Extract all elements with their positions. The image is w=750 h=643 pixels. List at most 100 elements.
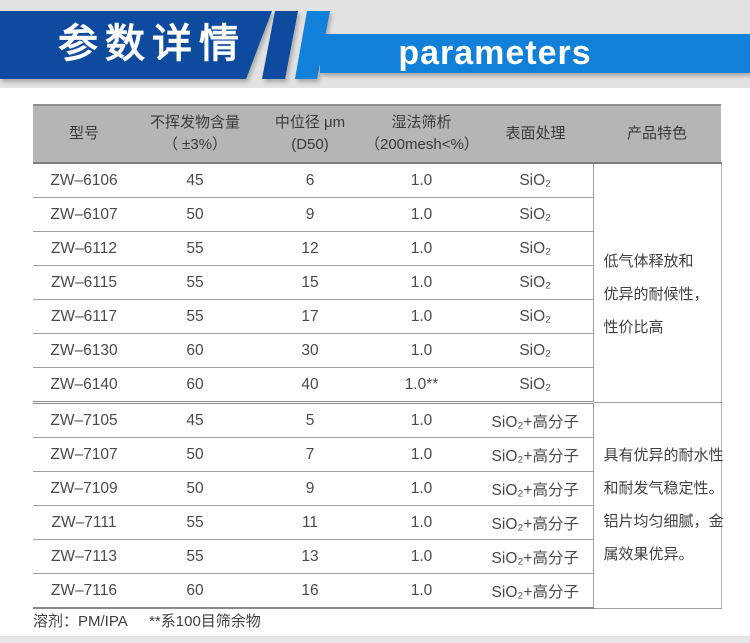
cell-nv: 55 bbox=[135, 265, 255, 300]
feature-line: 性价比高 bbox=[603, 318, 664, 336]
cell-mesh: 1.0 bbox=[365, 197, 478, 232]
table-row: ZW–7113 55 13 1.0 SiO₂+高分子 bbox=[33, 539, 721, 574]
header-banner-group: parameters 参数详情 bbox=[0, 0, 750, 95]
cell-d50: 6 bbox=[255, 163, 365, 198]
table-row: ZW–7109 50 9 1.0 SiO₂+高分子 bbox=[33, 471, 721, 506]
product-feature-cell: 低气体释放和 优异的耐候性， 性价比高 bbox=[592, 163, 722, 403]
cell-nv: 45 bbox=[135, 163, 255, 198]
sieve-residue-note: **系100目筛余物 bbox=[149, 613, 261, 630]
cell-model: ZW–7105 bbox=[33, 402, 135, 438]
feature-line: 低气体释放和 bbox=[603, 252, 694, 270]
cell-mesh: 1.0 bbox=[365, 505, 478, 540]
feature-line: 优异的耐候性， bbox=[603, 285, 709, 303]
cell-d50: 11 bbox=[255, 505, 365, 540]
table-section: ZW–7105 45 5 1.0 SiO₂+高分子 具有优异的耐水性 和耐发气稳定性。 铝片均… bbox=[33, 402, 724, 609]
cell-model: ZW–7109 bbox=[33, 471, 135, 506]
parameters-table-container: 型号 不挥发物含量（ ±3%） 中位径 μm (D50) 湿法筛析 （200mesh<%）… bbox=[33, 104, 724, 609]
cell-mesh: 1.0 bbox=[365, 402, 478, 438]
cell-surface: SiO₂ bbox=[478, 231, 593, 266]
cell-nv: 60 bbox=[135, 367, 255, 404]
cell-d50: 15 bbox=[255, 265, 365, 300]
header-title-en: parameters bbox=[398, 34, 592, 72]
cell-mesh: 1.0 bbox=[365, 539, 478, 574]
cell-model: ZW–6115 bbox=[33, 265, 135, 300]
table-row: ZW–7105 45 5 1.0 SiO₂+高分子 具有优异的耐水性 和耐发气稳定性。 铝片均… bbox=[33, 402, 724, 609]
cell-nv: 55 bbox=[135, 231, 255, 266]
cell-model: ZW–6106 bbox=[33, 163, 135, 198]
table-header-row: 型号 不挥发物含量（ ±3%） 中位径 μm (D50) 湿法筛析 （200mesh<%）… bbox=[33, 104, 721, 164]
cell-surface: SiO₂ bbox=[478, 299, 593, 334]
cell-mesh: 1.0 bbox=[365, 299, 478, 334]
cell-mesh: 1.0 bbox=[365, 437, 478, 472]
table-row: ZW–6115 55 15 1.0 SiO₂ bbox=[33, 265, 721, 300]
parameters-table: 型号 不挥发物含量（ ±3%） 中位径 μm (D50) 湿法筛析 （200mesh<%）… bbox=[33, 104, 724, 609]
cell-d50: 9 bbox=[255, 197, 365, 232]
table-row: ZW–6117 55 17 1.0 SiO₂ bbox=[33, 299, 721, 334]
cell-surface: SiO₂+高分子 bbox=[478, 573, 593, 609]
cell-model: ZW–6140 bbox=[33, 367, 135, 404]
table-row: ZW–6140 60 40 1.0** SiO₂ bbox=[33, 367, 721, 404]
cell-surface: SiO₂+高分子 bbox=[478, 402, 593, 438]
cell-model: ZW–7111 bbox=[33, 505, 135, 540]
cell-surface: SiO₂ bbox=[478, 265, 593, 300]
cell-nv: 55 bbox=[135, 299, 255, 334]
table-row: ZW–6107 50 9 1.0 SiO₂ bbox=[33, 197, 721, 232]
cell-model: ZW–7113 bbox=[33, 539, 135, 574]
cell-surface: SiO₂ bbox=[478, 197, 593, 232]
table-row: ZW–6106 45 6 1.0 SiO₂ 低气体释放和 优异的耐候性， 性价比高 bbox=[33, 163, 722, 403]
cell-mesh: 1.0 bbox=[365, 163, 478, 198]
header-title-cn: 参数详情 bbox=[58, 22, 246, 66]
column-header: 型号 bbox=[33, 104, 135, 164]
column-header: 产品特色 bbox=[593, 104, 721, 164]
cell-nv: 50 bbox=[135, 437, 255, 472]
cell-model: ZW–6130 bbox=[33, 333, 135, 368]
cell-nv: 55 bbox=[135, 505, 255, 540]
cell-nv: 60 bbox=[135, 573, 255, 609]
cell-mesh: 1.0 bbox=[365, 471, 478, 506]
cell-model: ZW–6112 bbox=[33, 231, 135, 266]
table-row: ZW–6130 60 30 1.0 SiO₂ bbox=[33, 333, 721, 368]
cell-nv: 50 bbox=[135, 197, 255, 232]
cell-mesh: 1.0 bbox=[365, 231, 478, 266]
column-header: 不挥发物含量（ ±3%） bbox=[135, 104, 255, 164]
cell-mesh: 1.0 bbox=[365, 333, 478, 368]
product-feature-cell: 具有优异的耐水性 和耐发气稳定性。 铝片均匀细腻，金 属效果优异。 bbox=[592, 402, 724, 609]
cell-surface: SiO₂+高分子 bbox=[478, 437, 593, 472]
cell-surface: SiO₂ bbox=[478, 367, 593, 404]
table-section: ZW–6106 45 6 1.0 SiO₂ 低气体释放和 优异的耐候性， 性价比高 ZW–610… bbox=[33, 163, 722, 404]
cell-nv: 55 bbox=[135, 539, 255, 574]
cell-mesh: 1.0** bbox=[365, 367, 478, 404]
cell-d50: 16 bbox=[255, 573, 365, 609]
footer-background-strip bbox=[0, 636, 750, 643]
cell-surface: SiO₂ bbox=[478, 333, 593, 368]
cell-nv: 60 bbox=[135, 333, 255, 368]
cell-d50: 17 bbox=[255, 299, 365, 334]
feature-line: 和耐发气稳定性。 bbox=[603, 480, 724, 498]
cell-d50: 9 bbox=[255, 471, 365, 506]
footnote: 溶剂：PM/IPA **系100目筛余物 bbox=[33, 610, 261, 631]
cell-model: ZW–6117 bbox=[33, 299, 135, 334]
cell-surface: SiO₂ bbox=[478, 163, 593, 198]
title-banner: 参数详情 bbox=[0, 11, 272, 79]
cell-d50: 13 bbox=[255, 539, 365, 574]
cell-model: ZW–6107 bbox=[33, 197, 135, 232]
table-row: ZW–6112 55 12 1.0 SiO₂ bbox=[33, 231, 721, 266]
cell-model: ZW–7107 bbox=[33, 437, 135, 472]
table-row: ZW–7116 60 16 1.0 SiO₂+高分子 bbox=[33, 573, 721, 609]
cell-d50: 7 bbox=[255, 437, 365, 472]
feature-line: 铝片均匀细腻，金 bbox=[603, 513, 724, 531]
parameters-band: parameters bbox=[320, 34, 750, 73]
solvent-note: 溶剂：PM/IPA bbox=[33, 613, 127, 630]
column-header: 表面处理 bbox=[478, 104, 593, 164]
column-header: 湿法筛析 （200mesh<%） bbox=[365, 104, 479, 164]
cell-nv: 45 bbox=[135, 402, 255, 438]
cell-d50: 12 bbox=[255, 231, 365, 266]
cell-nv: 50 bbox=[135, 471, 255, 506]
cell-d50: 40 bbox=[255, 367, 365, 404]
feature-line: 具有优异的耐水性 bbox=[603, 447, 724, 465]
column-header: 中位径 μm (D50) bbox=[255, 104, 365, 164]
cell-surface: SiO₂+高分子 bbox=[478, 539, 593, 574]
cell-surface: SiO₂+高分子 bbox=[478, 471, 593, 506]
feature-line: 属效果优异。 bbox=[603, 546, 694, 564]
cell-surface: SiO₂+高分子 bbox=[478, 505, 593, 540]
